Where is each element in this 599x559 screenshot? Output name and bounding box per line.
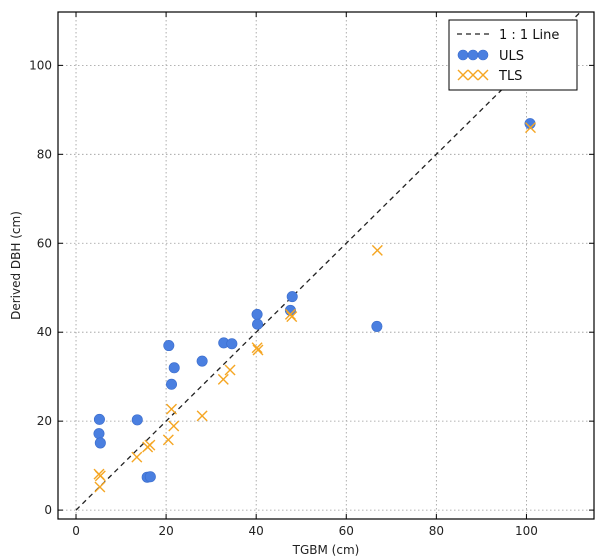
- x-tick-label-1: 20: [158, 524, 173, 538]
- x-tick-label-2: 40: [249, 524, 264, 538]
- uls-point-5: [144, 471, 156, 483]
- x-tick-label-5: 100: [515, 524, 538, 538]
- tls-point-13-stroke-b: [252, 344, 264, 356]
- x-tick-label-0: 0: [72, 524, 80, 538]
- legend-uls-marker-2: [477, 49, 489, 61]
- tls-point-10-stroke-b: [217, 373, 229, 385]
- uls-point-9: [196, 355, 208, 367]
- y-tick-label-3: 60: [37, 236, 52, 250]
- uls-point-7: [166, 378, 178, 390]
- uls-point-2: [94, 437, 106, 449]
- y-tick-label-1: 20: [37, 414, 52, 428]
- uls-point-1: [93, 428, 105, 440]
- legend-label-line: 1 : 1 Line: [499, 28, 559, 43]
- uls-point-8: [168, 362, 180, 374]
- tls-point-6: [162, 434, 174, 446]
- tls-point-9-stroke-b: [196, 410, 208, 422]
- legend-tls-marker-1: [467, 69, 479, 81]
- tls-point-9: [196, 410, 208, 422]
- uls-point-15: [286, 291, 298, 303]
- legend-tls-marker-2: [477, 69, 489, 81]
- data-points-layer: [93, 118, 536, 493]
- tls-point-2-stroke-b: [94, 481, 106, 493]
- tls-point-15-stroke-b: [286, 311, 298, 323]
- plot-frame: [57, 11, 595, 520]
- axis-ticks: [58, 12, 594, 519]
- y-tick-label-5: 100: [29, 58, 52, 72]
- uls-point-6: [163, 340, 175, 352]
- legend-tls-marker-2-b: [477, 69, 489, 81]
- x-tick-label-4: 80: [429, 524, 444, 538]
- tls-point-11-stroke-b: [224, 364, 236, 376]
- tls-point-8: [168, 420, 180, 432]
- tls-point-5-stroke-b: [144, 439, 156, 451]
- legend-label-tls: TLS: [498, 69, 522, 84]
- y-tick-label-4: 80: [37, 147, 52, 161]
- tls-point-3-stroke-b: [131, 451, 143, 463]
- tls-point-5: [144, 439, 156, 451]
- legend-tls-marker-1-b: [467, 69, 479, 81]
- tls-point-16: [371, 244, 383, 256]
- tls-point-7-stroke-b: [166, 403, 178, 415]
- y-axis-title: Derived DBH (cm): [9, 211, 23, 320]
- tls-point-17: [524, 122, 536, 134]
- tls-point-17-stroke-b: [524, 122, 536, 134]
- legend-tls-marker-0: [457, 69, 469, 81]
- tls-point-2: [94, 481, 106, 493]
- axis-tick-labels: 0 20 40 60 80 100 0 20 40 60 80 100: [29, 58, 538, 538]
- tls-point-1-stroke-b: [94, 470, 106, 482]
- legend-label-uls: ULS: [499, 49, 524, 64]
- y-tick-label-2: 40: [37, 325, 52, 339]
- tls-point-16-stroke-b: [371, 244, 383, 256]
- tls-point-10: [217, 373, 229, 385]
- uls-point-3: [131, 414, 143, 426]
- tls-point-6-stroke-b: [162, 434, 174, 446]
- tls-point-12: [251, 342, 263, 354]
- legend: 1 : 1 Line ULS TLS: [448, 19, 578, 91]
- tls-point-13: [252, 344, 264, 356]
- uls-point-11: [226, 338, 238, 350]
- tls-point-12-stroke-b: [251, 342, 263, 354]
- tls-point-8-stroke-b: [168, 420, 180, 432]
- tls-point-3: [131, 451, 143, 463]
- tls-point-7: [166, 403, 178, 415]
- tls-point-11: [224, 364, 236, 376]
- x-tick-label-3: 60: [339, 524, 354, 538]
- uls-point-12: [251, 308, 263, 320]
- tls-point-15: [286, 311, 298, 323]
- x-axis-title: TGBM (cm): [292, 543, 360, 557]
- tls-point-1: [94, 470, 106, 482]
- y-tick-label-0: 0: [44, 503, 52, 517]
- legend-items: 1 : 1 Line ULS TLS: [457, 28, 559, 84]
- uls-point-16: [371, 320, 383, 332]
- uls-point-0: [93, 413, 105, 425]
- grid-lines: [58, 12, 594, 519]
- uls-point-13: [252, 318, 264, 330]
- legend-uls-marker-1: [467, 49, 479, 61]
- legend-tls-marker-0-b: [457, 69, 469, 81]
- legend-uls-marker-0: [457, 49, 469, 61]
